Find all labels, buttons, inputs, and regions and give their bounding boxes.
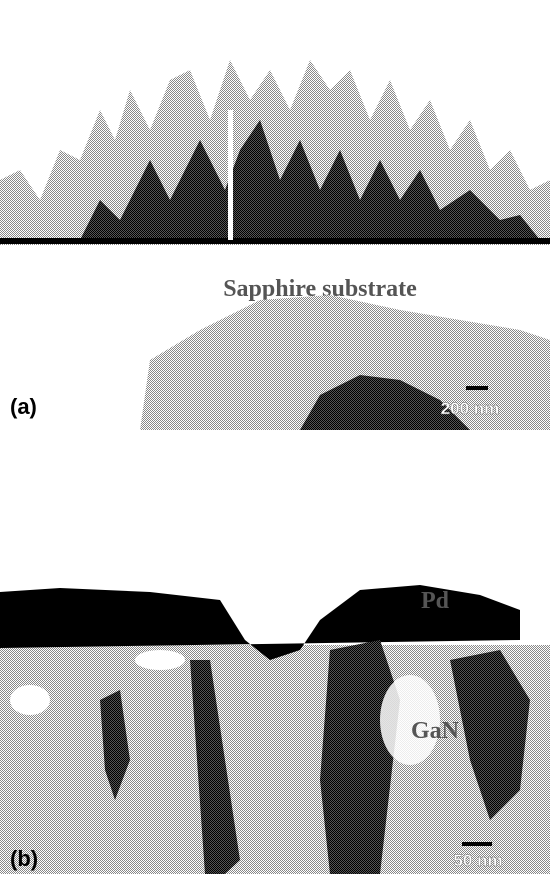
annotation: GaN (411, 718, 460, 744)
bright-spot (10, 685, 50, 715)
bright-spot (135, 650, 185, 670)
panel-a: Sapphire substrate 200 nm (a) (0, 60, 550, 430)
scale-bar (466, 386, 488, 390)
scale-label: 50 nm (453, 851, 502, 870)
scale-label: 200 nm (441, 399, 500, 418)
panel-label: (a) (10, 394, 37, 419)
panel-b: Pd GaN 50 nm (b) (0, 585, 550, 874)
substrate-interface (0, 238, 550, 244)
scale-bar (462, 842, 492, 846)
void-streak (228, 110, 233, 240)
panel-label: (b) (10, 846, 38, 871)
annotation: Pd (421, 588, 450, 614)
micrograph-figure: Sapphire substrate 200 nm (a) Pd GaN 50 … (0, 0, 550, 874)
